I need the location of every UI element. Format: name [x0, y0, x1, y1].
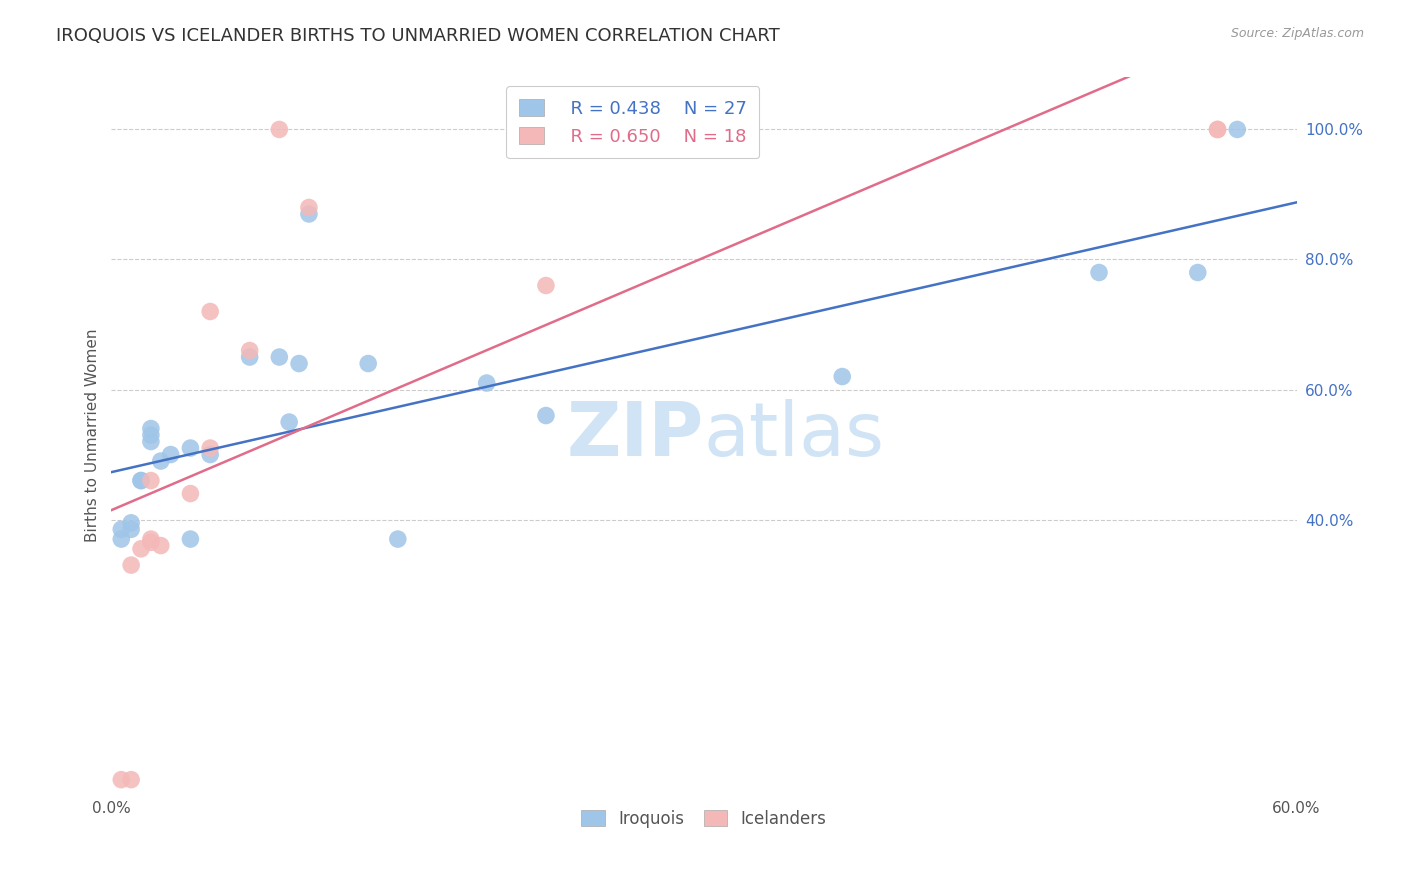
Point	[1206, 122, 1229, 136]
Text: ZIP: ZIP	[567, 399, 704, 472]
Point	[239, 350, 262, 364]
Point	[269, 122, 291, 136]
Point	[831, 369, 853, 384]
Point	[110, 522, 132, 536]
Point	[1206, 122, 1229, 136]
Point	[149, 454, 172, 468]
Point	[1088, 265, 1111, 279]
Point	[475, 376, 498, 390]
Y-axis label: Births to Unmarried Women: Births to Unmarried Women	[86, 328, 100, 541]
Legend: Iroquois, Icelanders: Iroquois, Icelanders	[575, 803, 834, 834]
Point	[120, 558, 142, 573]
Point	[129, 474, 152, 488]
Point	[129, 474, 152, 488]
Point	[288, 357, 311, 371]
Point	[179, 441, 201, 455]
Point	[198, 304, 221, 318]
Point	[129, 541, 152, 556]
Point	[110, 772, 132, 787]
Point	[269, 350, 291, 364]
Point	[1226, 122, 1249, 136]
Point	[120, 522, 142, 536]
Point	[298, 207, 321, 221]
Point	[179, 532, 201, 546]
Point	[120, 516, 142, 530]
Point	[139, 428, 162, 442]
Point	[139, 532, 162, 546]
Point	[179, 486, 201, 500]
Text: IROQUOIS VS ICELANDER BIRTHS TO UNMARRIED WOMEN CORRELATION CHART: IROQUOIS VS ICELANDER BIRTHS TO UNMARRIE…	[56, 27, 780, 45]
Point	[120, 772, 142, 787]
Point	[159, 448, 181, 462]
Point	[139, 421, 162, 435]
Point	[1187, 265, 1209, 279]
Text: Source: ZipAtlas.com: Source: ZipAtlas.com	[1230, 27, 1364, 40]
Point	[110, 532, 132, 546]
Point	[574, 142, 596, 156]
Point	[239, 343, 262, 358]
Point	[198, 448, 221, 462]
Point	[298, 201, 321, 215]
Point	[534, 278, 557, 293]
Point	[387, 532, 409, 546]
Point	[357, 357, 380, 371]
Point	[198, 441, 221, 455]
Point	[149, 539, 172, 553]
Text: atlas: atlas	[704, 399, 884, 472]
Point	[139, 535, 162, 549]
Point	[278, 415, 301, 429]
Point	[139, 434, 162, 449]
Point	[139, 474, 162, 488]
Point	[534, 409, 557, 423]
